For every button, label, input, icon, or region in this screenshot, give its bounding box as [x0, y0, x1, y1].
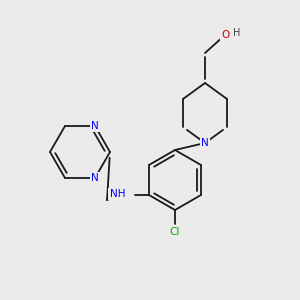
Text: NH: NH	[110, 189, 125, 199]
Text: N: N	[91, 173, 99, 183]
Text: O: O	[221, 30, 229, 40]
Text: Cl: Cl	[170, 227, 180, 237]
Text: N: N	[91, 121, 99, 131]
Text: H: H	[233, 28, 240, 38]
Text: N: N	[201, 138, 209, 148]
